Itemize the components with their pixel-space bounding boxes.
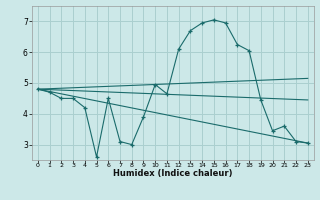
X-axis label: Humidex (Indice chaleur): Humidex (Indice chaleur) [113,169,233,178]
